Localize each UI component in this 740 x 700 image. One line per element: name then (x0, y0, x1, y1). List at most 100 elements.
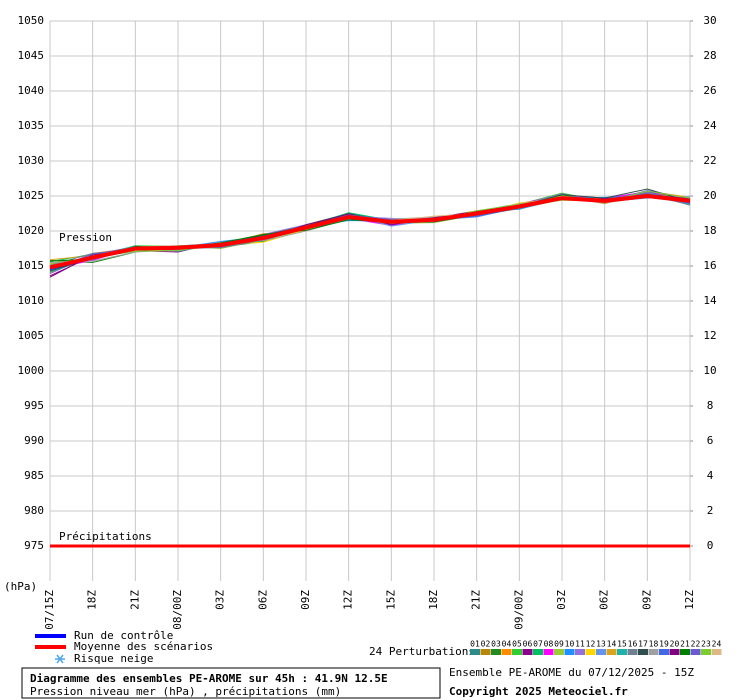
pressure-line (49, 193, 691, 266)
legend-number: 15 (617, 640, 627, 649)
pressure-line (49, 196, 691, 263)
x-tick-label: 21Z (470, 590, 483, 610)
legend-number: 18 (649, 640, 659, 649)
x-tick-label: 03Z (214, 590, 227, 610)
pressure-line (49, 194, 691, 264)
y2-tick-label: 26 (703, 84, 716, 97)
pressure-line (49, 192, 691, 266)
y-tick-label: 985 (24, 469, 44, 482)
legend-swatch (648, 649, 659, 655)
y-tick-label: 995 (24, 399, 44, 412)
legend-swatch (701, 649, 711, 655)
legend-number: 22 (691, 640, 701, 649)
pressure-line (49, 195, 691, 271)
pressure-line (49, 196, 691, 277)
legend-swatch (585, 649, 596, 655)
y-tick-label: 1015 (18, 259, 45, 272)
footer-title: Diagramme des ensembles PE-AROME sur 45h… (30, 672, 388, 685)
pressure-line (49, 195, 691, 268)
y2-tick-label: 8 (707, 399, 714, 412)
legend-swatch (533, 649, 543, 655)
legend-swatch (564, 649, 575, 655)
x-tick-label: 09Z (299, 590, 312, 610)
pressure-line (49, 194, 691, 265)
legend-swatch (669, 649, 680, 655)
x-tick-label: 21Z (128, 590, 141, 610)
y2-tick-label: 18 (703, 224, 716, 237)
y2-tick-label: 30 (703, 14, 716, 27)
y-tick-label: 980 (24, 504, 44, 517)
legend-number: 11 (575, 640, 585, 649)
pressure-line (49, 191, 691, 268)
y2-tick-label: 16 (703, 259, 716, 272)
footer-subtitle: Pression niveau mer (hPa) , précipitatio… (30, 685, 341, 698)
y-tick-label: 1005 (18, 329, 45, 342)
y2-tick-label: 28 (703, 49, 716, 62)
x-tick-label: 06Z (256, 590, 269, 610)
pressure-line (49, 194, 691, 278)
legend-swatch (690, 649, 701, 655)
y2-tick-label: 4 (707, 469, 714, 482)
legend-number: 19 (659, 640, 669, 649)
legend-swatch (680, 649, 690, 655)
pressure-line (49, 194, 691, 270)
legend-number: 20 (670, 640, 680, 649)
legend-swatch (638, 649, 648, 655)
pressure-line (49, 190, 691, 274)
y-tick-label: 1025 (18, 189, 45, 202)
legend-number: 05 (512, 640, 522, 649)
legend-number: 14 (607, 640, 617, 649)
footer-ensemble: Ensemble PE-AROME du 07/12/2025 - 15Z (449, 666, 694, 679)
pressure-line (49, 190, 691, 267)
legend-swatch (491, 649, 501, 655)
legend-swatch (480, 649, 491, 655)
legend-number: 13 (596, 640, 606, 649)
pressure-line (49, 196, 691, 269)
legend-label: Moyenne des scénarios (74, 640, 213, 653)
legend-number: 21 (680, 640, 690, 649)
legend-swatch (627, 649, 638, 655)
legend-swatch (617, 649, 627, 655)
pressure-line (49, 191, 691, 273)
y2-tick-label: 12 (703, 329, 716, 342)
legend-number: 12 (586, 640, 596, 649)
legend-swatch (596, 649, 606, 655)
y-tick-label: 1050 (18, 14, 45, 27)
y-tick-label: 1040 (18, 84, 45, 97)
legend-label: Run de contrôle (74, 629, 173, 642)
pressure-label: Pression (59, 231, 112, 244)
legend-number: 17 (638, 640, 648, 649)
y-tick-label: 1035 (18, 119, 45, 132)
legend-swatch (543, 649, 554, 655)
y-tick-label: 1020 (18, 224, 45, 237)
legend-number: 03 (491, 640, 501, 649)
y2-tick-label: 2 (707, 504, 714, 517)
legend-number: 23 (701, 640, 711, 649)
y-tick-label: 1000 (18, 364, 45, 377)
legend-number: 10 (565, 640, 575, 649)
y-tick-label: 990 (24, 434, 44, 447)
y-tick-label: 1045 (18, 49, 45, 62)
legend-swatch (575, 649, 585, 655)
legend-swatch (711, 649, 722, 655)
legend-number: 08 (544, 640, 554, 649)
x-tick-label: 12Z (683, 590, 696, 610)
pressure-line (49, 194, 691, 264)
x-tick-label: 03Z (555, 590, 568, 610)
legend-swatch (606, 649, 617, 655)
y-tick-label: 1010 (18, 294, 45, 307)
snow-legend-label: Risque neige (74, 652, 153, 665)
legend-swatch (522, 649, 533, 655)
x-tick-label: 06Z (598, 590, 611, 610)
y-tick-label: 1030 (18, 154, 45, 167)
x-tick-label: 15Z (384, 590, 397, 610)
x-tick-label: 09Z (640, 590, 653, 610)
legend-number: 06 (523, 640, 533, 649)
legend-number: 07 (533, 640, 543, 649)
x-tick-label: 08/00Z (171, 590, 184, 630)
y2-tick-label: 10 (703, 364, 716, 377)
precip-label: Précipitations (59, 530, 152, 543)
y2-tick-label: 6 (707, 434, 714, 447)
y2-tick-label: 22 (703, 154, 716, 167)
